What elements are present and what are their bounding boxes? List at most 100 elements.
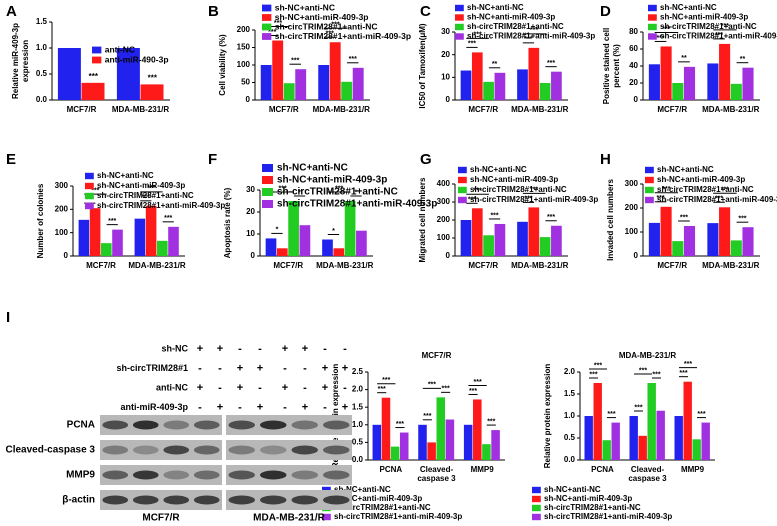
bar <box>539 83 551 100</box>
condition-sign: - <box>258 343 262 355</box>
significance: *** <box>274 20 282 27</box>
significance: *** <box>423 413 431 420</box>
x-tick-label: MCF7/R <box>67 105 97 114</box>
y-tick-label: 200 <box>625 203 639 212</box>
significance: *** <box>326 31 334 38</box>
bar <box>372 424 382 460</box>
legend-swatch <box>458 196 467 204</box>
y-tick-label: 0.0 <box>564 455 576 464</box>
condition-sign: + <box>217 343 223 355</box>
legend-label: sh-circTRIM28#1+anti-NC <box>467 22 564 31</box>
bar <box>352 67 364 100</box>
significance: * <box>332 228 335 235</box>
y-tick-label: 1.5 <box>564 389 576 398</box>
legend-label: sh-NC+anti-miR-409-3p <box>470 175 558 184</box>
bar <box>463 424 473 460</box>
legend-swatch <box>262 200 273 208</box>
legend-label: sh-circTRIM28#1+anti-miR-409-3p <box>544 512 672 521</box>
legend-label: sh-NC+anti-NC <box>657 165 714 174</box>
bar <box>656 410 665 460</box>
significance: *** <box>396 421 404 428</box>
blot-band <box>228 470 255 480</box>
bar <box>602 440 611 460</box>
bar <box>318 65 330 100</box>
significance: *** <box>656 195 664 202</box>
significance: *** <box>639 367 647 374</box>
y-tick-label: 200 <box>55 204 69 213</box>
blot-band <box>102 470 129 480</box>
blot-band <box>102 420 129 430</box>
bar <box>157 240 168 256</box>
legend-label: anti-miR-490-3p <box>105 54 169 64</box>
bar <box>517 69 528 100</box>
condition-label: sh-circTRIM28#1 <box>116 363 188 373</box>
blot-band <box>228 495 255 505</box>
condition-sign: + <box>302 401 308 413</box>
legend-label: sh-circTRIM28#1+anti-miR-409-3p <box>277 199 437 210</box>
significance: *** <box>697 411 705 418</box>
blot-band <box>323 445 350 455</box>
y-tick-label: 100 <box>237 60 251 69</box>
blot-band <box>163 495 190 505</box>
legend-swatch <box>458 186 467 194</box>
significance: *** <box>589 371 597 378</box>
x-tick-label: MCF7/R <box>269 105 299 114</box>
bar <box>707 223 719 256</box>
legend-swatch <box>455 33 464 40</box>
bar <box>482 444 491 460</box>
x-tick-label: PCNA <box>591 465 614 474</box>
legend-label: sh-circTRIM28#1+anti-miR-409-3p <box>470 195 598 204</box>
legend-swatch <box>262 164 273 172</box>
legend-label: sh-NC+anti-NC <box>97 171 154 180</box>
panel-label: H <box>600 151 611 168</box>
legend-label: sh-circTRIM28#1+anti-miR-409-3p <box>657 195 777 204</box>
y-tick-label: 80 <box>629 27 638 36</box>
significance: *** <box>547 214 555 221</box>
legend-swatch <box>85 182 94 190</box>
condition-sign: - <box>323 401 327 413</box>
y-tick-label: 60 <box>629 44 638 53</box>
blot-band <box>260 445 287 455</box>
condition-sign: - <box>238 401 242 413</box>
legend-swatch <box>262 14 272 21</box>
significance: *** <box>634 404 642 411</box>
significance: *** <box>91 188 99 195</box>
condition-sign: + <box>282 382 288 394</box>
significance: *** <box>524 36 532 43</box>
blot-band <box>323 495 350 505</box>
blot-background <box>100 490 222 510</box>
bar <box>272 40 284 100</box>
significance: *** <box>680 214 688 221</box>
x-tick-label: MCF7/R <box>657 105 687 114</box>
legend-label: sh-circTRIM28#1+anti-NC <box>334 503 431 512</box>
legend-label: sh-circTRIM28#1+anti-miR-409-3p <box>97 201 225 210</box>
x-tick-label: MDA-MB-231/R <box>511 105 569 114</box>
bar <box>283 83 295 100</box>
bar <box>322 239 333 256</box>
chart-title: MCF7/R <box>422 351 452 360</box>
condition-sign: + <box>302 343 308 355</box>
blot-band <box>291 495 318 505</box>
significance: *** <box>474 32 482 39</box>
panel-label: C <box>420 3 431 20</box>
legend-label: sh-NC+anti-miR-409-3p <box>277 175 387 186</box>
blot-background <box>100 415 222 435</box>
significance: *** <box>428 382 436 389</box>
significance: *** <box>442 386 450 393</box>
significance: *** <box>738 216 746 223</box>
significance: *** <box>656 35 664 42</box>
condition-sign: - <box>283 362 287 374</box>
bar <box>168 226 179 256</box>
significance: *** <box>594 362 602 369</box>
y-tick-label: 0 <box>446 95 451 104</box>
bar <box>692 439 701 460</box>
y-tick-label: 150 <box>237 43 251 52</box>
bar <box>528 207 540 256</box>
significance: *** <box>86 197 94 204</box>
significance: *** <box>142 194 150 201</box>
bar <box>299 225 311 256</box>
legend-swatch <box>455 14 464 21</box>
significance: *** <box>468 197 476 204</box>
significance: *** <box>148 74 158 83</box>
blot-background <box>226 440 352 460</box>
